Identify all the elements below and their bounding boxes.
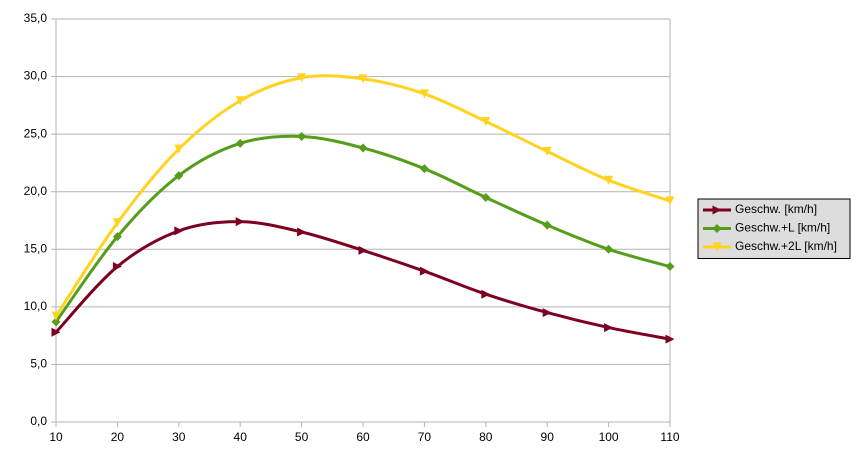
y-tick-label: 35,0 xyxy=(24,11,48,25)
y-tick-label: 30,0 xyxy=(24,69,48,83)
marker xyxy=(419,266,429,276)
x-tick-label: 30 xyxy=(172,430,186,444)
marker xyxy=(481,192,491,202)
y-tick-label: 10,0 xyxy=(24,299,48,313)
y-tick-label: 25,0 xyxy=(24,126,48,140)
legend-label: Geschw.+2L [km/h] xyxy=(735,239,837,253)
marker xyxy=(419,89,429,99)
x-tick-label: 100 xyxy=(599,430,619,444)
x-tick-label: 50 xyxy=(295,430,309,444)
marker xyxy=(174,171,184,181)
legend-label: Geschw.+L [km/h] xyxy=(735,221,830,235)
x-tick-label: 110 xyxy=(660,430,679,444)
y-tick-label: 20,0 xyxy=(24,184,48,198)
x-tick-label: 20 xyxy=(111,430,125,444)
marker xyxy=(235,96,245,106)
x-tick-label: 40 xyxy=(234,430,248,444)
marker xyxy=(358,74,368,84)
marker xyxy=(604,323,614,333)
legend-marker xyxy=(712,224,722,233)
marker xyxy=(297,131,307,141)
x-tick-label: 10 xyxy=(49,430,63,444)
marker xyxy=(51,311,61,321)
marker xyxy=(358,245,368,255)
y-tick-label: 0,0 xyxy=(30,414,47,428)
marker xyxy=(235,217,245,227)
marker xyxy=(235,138,245,148)
marker xyxy=(604,244,614,254)
marker xyxy=(358,143,368,153)
marker xyxy=(542,146,552,156)
x-tick-label: 80 xyxy=(479,430,493,444)
marker xyxy=(297,227,307,237)
marker xyxy=(174,226,184,236)
x-tick-label: 70 xyxy=(418,430,432,444)
legend-label: Geschw. [km/h] xyxy=(735,202,817,216)
marker xyxy=(112,262,122,272)
marker xyxy=(51,327,61,337)
marker xyxy=(665,334,675,344)
marker xyxy=(604,175,614,185)
marker xyxy=(665,262,675,272)
marker xyxy=(297,73,307,83)
marker xyxy=(112,218,122,228)
marker xyxy=(481,289,491,299)
marker xyxy=(481,116,491,126)
y-tick-label: 15,0 xyxy=(24,241,48,255)
marker xyxy=(542,308,552,318)
x-tick-label: 90 xyxy=(541,430,555,444)
series-line xyxy=(54,74,671,317)
series-line xyxy=(54,134,671,323)
marker xyxy=(665,196,675,206)
x-tick-label: 60 xyxy=(356,430,370,444)
marker xyxy=(542,220,552,230)
marker xyxy=(419,164,429,174)
marker xyxy=(51,317,61,327)
legend-marker xyxy=(712,205,722,215)
marker xyxy=(174,144,184,154)
marker xyxy=(112,232,122,242)
legend-marker xyxy=(712,242,722,252)
y-tick-label: 5,0 xyxy=(30,357,47,371)
